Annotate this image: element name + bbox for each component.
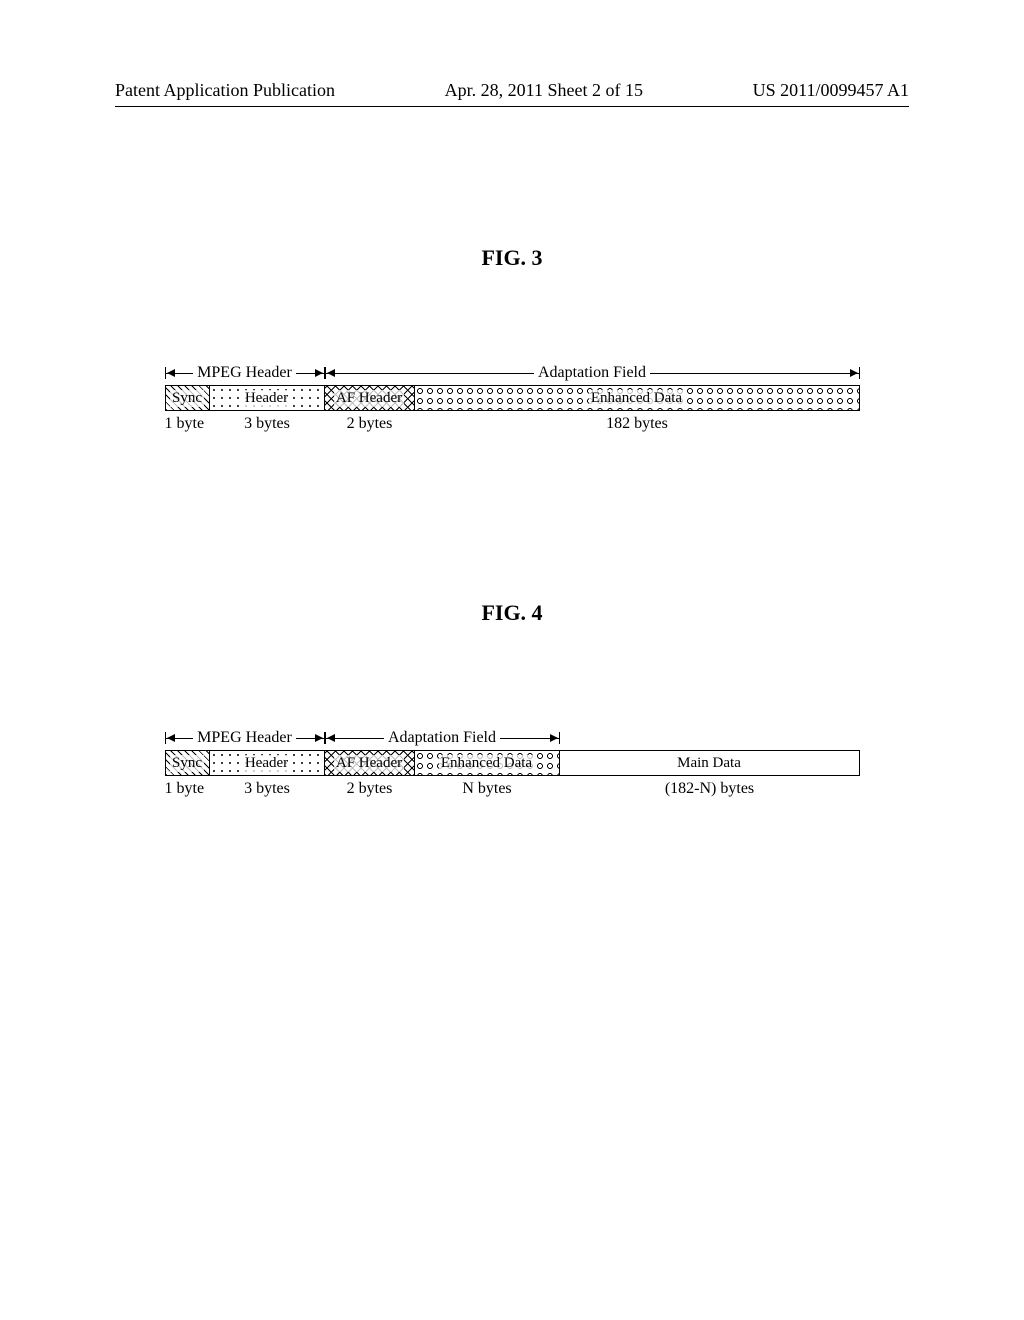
fig3-afheader-bytes: 2 bytes bbox=[325, 415, 415, 433]
fig4-sync-cell: Sync bbox=[165, 750, 210, 776]
header-center: Apr. 28, 2011 Sheet 2 of 15 bbox=[445, 80, 643, 101]
fig3-adaptation-bracket: Adaptation Field bbox=[325, 361, 860, 385]
figure-4: FIG. 4 MPEG Header Adaptation Field bbox=[0, 600, 1024, 798]
fig4-header-bytes: 3 bytes bbox=[210, 780, 325, 798]
fig4-mpeg-bracket: MPEG Header bbox=[165, 726, 325, 750]
fig4-bar: Sync Header AF Header Enhanced Data Main… bbox=[165, 750, 860, 776]
fig3-afheader-label: AF Header bbox=[334, 390, 404, 407]
fig3-bracket-row: MPEG Header Adaptation Field bbox=[165, 361, 860, 385]
fig4-enhanced-cell: Enhanced Data bbox=[415, 750, 560, 776]
fig3-enhanced-bytes: 182 bytes bbox=[415, 415, 860, 433]
fig4-header-label: Header bbox=[243, 755, 290, 772]
fig3-adaptation-bracket-text: Adaptation Field bbox=[534, 364, 650, 382]
fig3-sync-cell: Sync bbox=[165, 385, 210, 411]
fig3-diagram: MPEG Header Adaptation Field Sync Header bbox=[165, 361, 860, 433]
fig4-afheader-cell: AF Header bbox=[325, 750, 415, 776]
fig3-mpeg-bracket: MPEG Header bbox=[165, 361, 325, 385]
fig4-main-label: Main Data bbox=[675, 755, 743, 772]
fig4-diagram: MPEG Header Adaptation Field Sync Header bbox=[165, 726, 860, 798]
fig4-bracket-row: MPEG Header Adaptation Field bbox=[165, 726, 860, 750]
fig3-sync-bytes: 1 byte bbox=[165, 415, 210, 433]
fig3-header-label: Header bbox=[243, 390, 290, 407]
fig3-header-bytes: 3 bytes bbox=[210, 415, 325, 433]
page-header: Patent Application Publication Apr. 28, … bbox=[0, 80, 1024, 101]
fig4-main-cell: Main Data bbox=[560, 750, 860, 776]
fig3-bar: Sync Header AF Header Enhanced Data bbox=[165, 385, 860, 411]
header-right: US 2011/0099457 A1 bbox=[753, 80, 909, 101]
fig4-label: FIG. 4 bbox=[0, 600, 1024, 626]
header-left: Patent Application Publication bbox=[115, 80, 335, 101]
fig4-bytes-row: 1 byte 3 bytes 2 bytes N bytes (182-N) b… bbox=[165, 780, 860, 798]
fig3-mpeg-bracket-text: MPEG Header bbox=[193, 364, 296, 382]
fig4-header-cell: Header bbox=[210, 750, 325, 776]
fig3-bytes-row: 1 byte 3 bytes 2 bytes 182 bytes bbox=[165, 415, 860, 433]
fig4-enhanced-bytes: N bytes bbox=[415, 780, 560, 798]
fig4-afheader-bytes: 2 bytes bbox=[325, 780, 415, 798]
fig3-label: FIG. 3 bbox=[0, 245, 1024, 271]
fig4-mpeg-bracket-text: MPEG Header bbox=[193, 729, 296, 747]
figure-3: FIG. 3 MPEG Header Adaptation Field bbox=[0, 245, 1024, 433]
fig4-main-bytes: (182-N) bytes bbox=[560, 780, 860, 798]
fig3-enhanced-label: Enhanced Data bbox=[589, 390, 684, 407]
fig3-enhanced-cell: Enhanced Data bbox=[415, 385, 860, 411]
fig4-adaptation-bracket: Adaptation Field bbox=[325, 726, 560, 750]
fig4-afheader-label: AF Header bbox=[334, 755, 404, 772]
fig4-sync-bytes: 1 byte bbox=[165, 780, 210, 798]
header-divider bbox=[115, 106, 909, 107]
fig4-enhanced-label: Enhanced Data bbox=[439, 755, 534, 772]
fig4-sync-label: Sync bbox=[170, 755, 204, 772]
fig3-afheader-cell: AF Header bbox=[325, 385, 415, 411]
fig3-header-cell: Header bbox=[210, 385, 325, 411]
fig3-sync-label: Sync bbox=[170, 390, 204, 407]
fig4-adaptation-bracket-text: Adaptation Field bbox=[384, 729, 500, 747]
